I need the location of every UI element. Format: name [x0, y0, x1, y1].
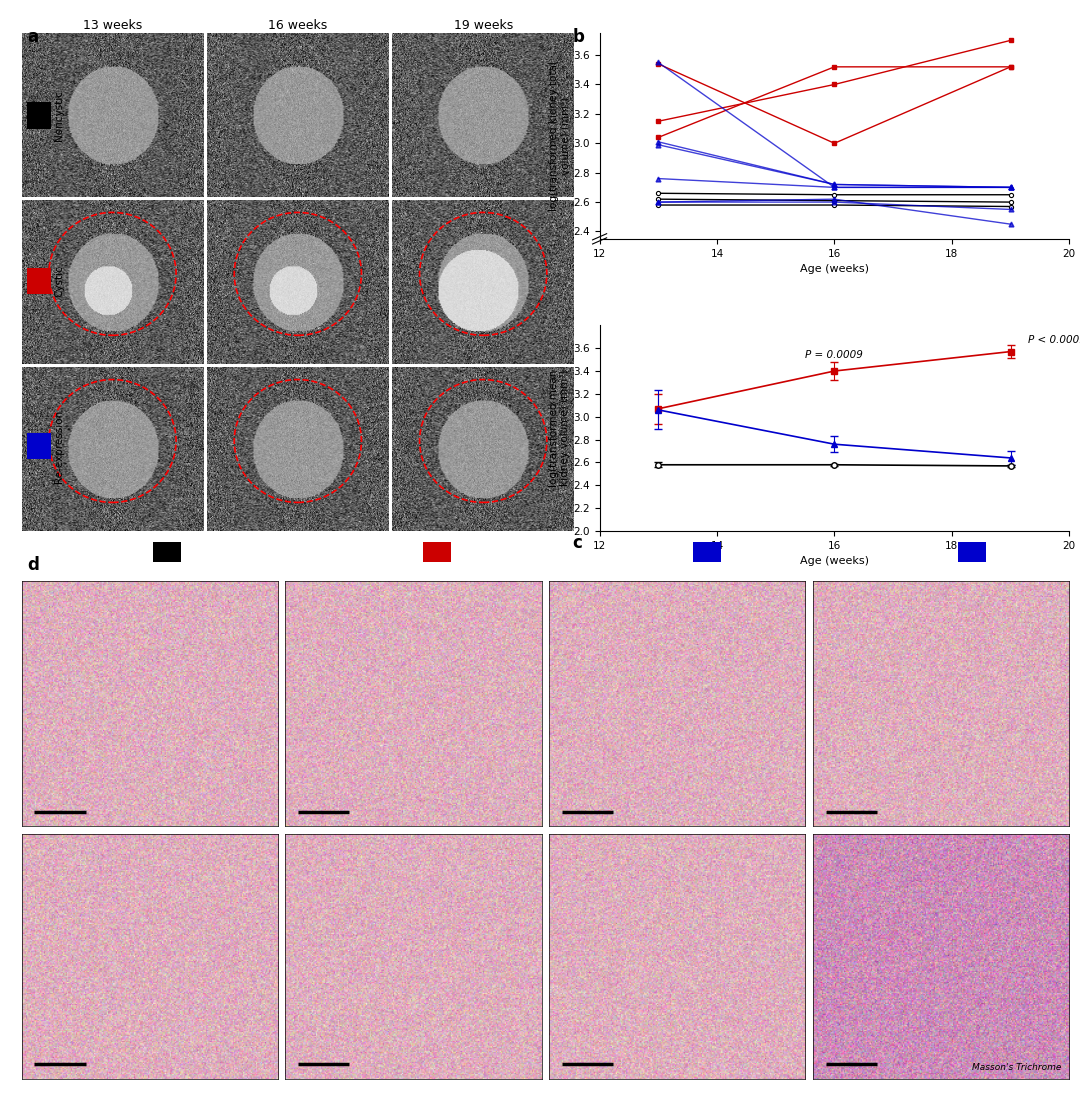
X-axis label: Age (weeks): Age (weeks)	[800, 556, 869, 566]
Text: Noncystic: Noncystic	[54, 90, 64, 141]
Title: 19 weeks: 19 weeks	[454, 19, 513, 32]
Text: P < 0.0001: P < 0.0001	[1028, 335, 1080, 345]
Text: c: c	[572, 534, 582, 552]
Y-axis label: log(transformed kidney total
volume) (mm³): log(transformed kidney total volume) (mm…	[549, 61, 570, 211]
Text: Masson's Trichrome: Masson's Trichrome	[972, 1062, 1062, 1071]
Y-axis label: log(transformed mean
kidney volume) (mm³): log(transformed mean kidney volume) (mm³…	[549, 370, 570, 487]
Title: 13 weeks: 13 weeks	[83, 19, 143, 32]
Text: P = 0.0009: P = 0.0009	[806, 350, 863, 360]
Text: Cystic: Cystic	[54, 265, 64, 296]
Text: d: d	[27, 556, 39, 574]
Title: 16 weeks: 16 weeks	[268, 19, 327, 32]
Text: Re-expression: Re-expression	[54, 410, 64, 482]
Text: a: a	[27, 28, 38, 45]
Text: b: b	[572, 28, 584, 45]
X-axis label: Age (weeks): Age (weeks)	[800, 264, 869, 274]
